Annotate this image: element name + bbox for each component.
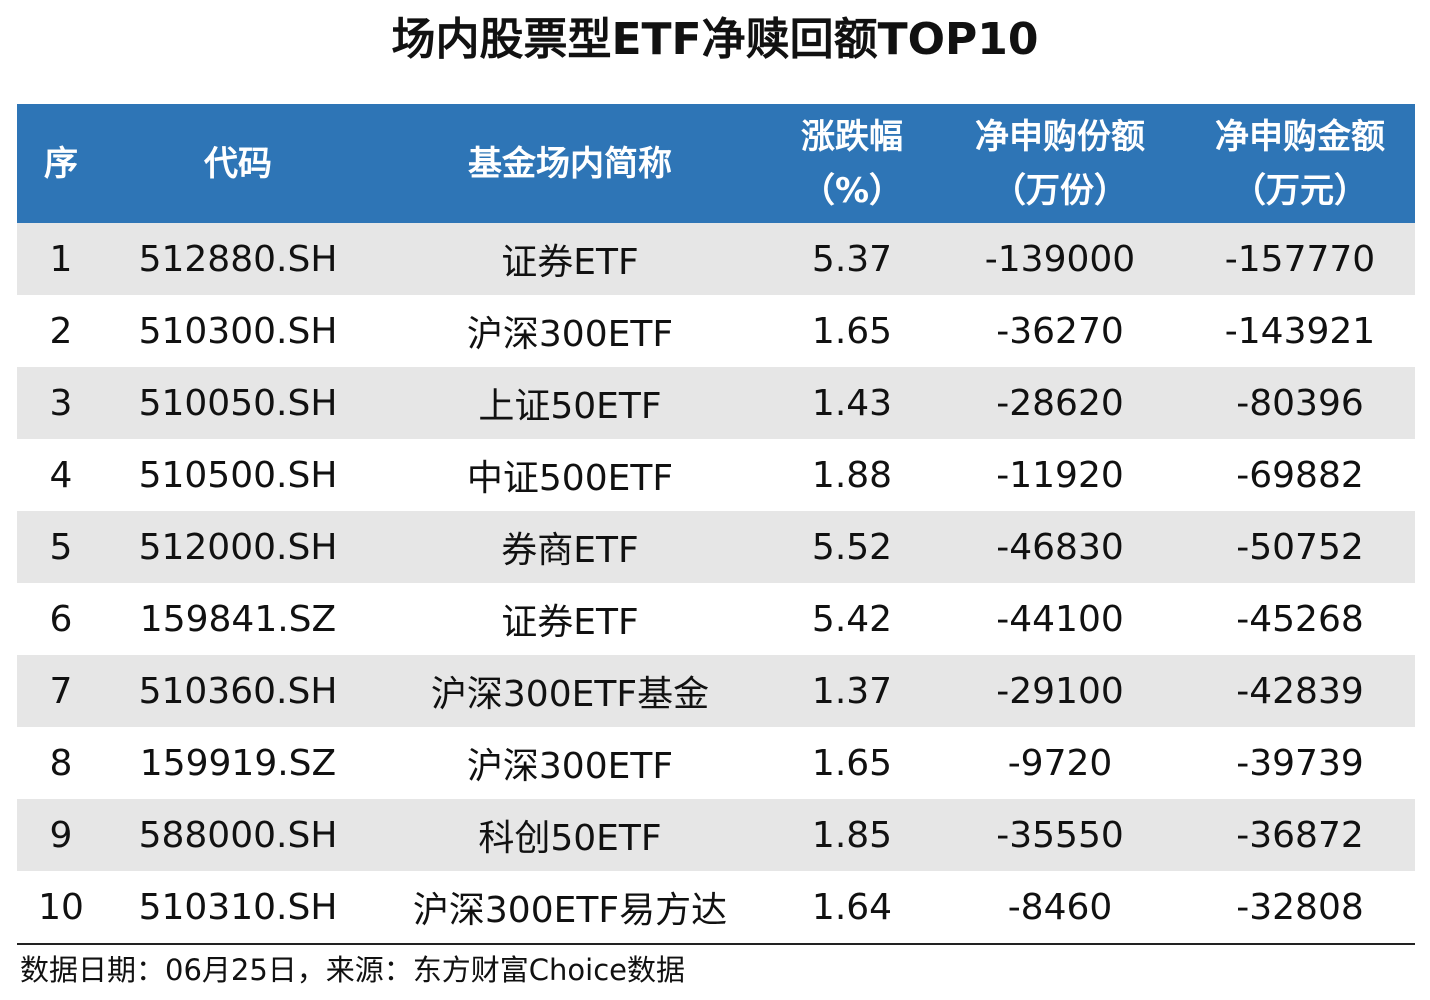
cell-seq: 10	[17, 871, 105, 945]
cell-code: 510360.SH	[105, 655, 371, 727]
header-shares: 净申购份额 （万份）	[935, 104, 1185, 223]
cell-seq: 1	[17, 223, 105, 295]
cell-shares: -46830	[935, 511, 1185, 583]
header-shares-line2: （万份）	[992, 170, 1128, 211]
cell-shares: -35550	[935, 799, 1185, 871]
cell-change: 5.52	[769, 511, 935, 583]
cell-shares: -29100	[935, 655, 1185, 727]
header-shares-line1: 净申购份额	[975, 116, 1145, 157]
cell-seq: 3	[17, 367, 105, 439]
cell-seq: 6	[17, 583, 105, 655]
table-header-row: 序 代码 基金场内简称 涨跌幅 （%） 净申购份额 （万份） 净申购金额 （万元…	[17, 104, 1415, 223]
cell-seq: 9	[17, 799, 105, 871]
cell-name: 中证500ETF	[371, 439, 769, 511]
etf-redemption-table: 序 代码 基金场内简称 涨跌幅 （%） 净申购份额 （万份） 净申购金额 （万元…	[17, 104, 1415, 945]
cell-shares: -139000	[935, 223, 1185, 295]
cell-amount: -39739	[1185, 727, 1415, 799]
cell-shares: -44100	[935, 583, 1185, 655]
cell-code: 510310.SH	[105, 871, 371, 945]
header-change-line2: （%）	[800, 170, 904, 211]
cell-amount: -45268	[1185, 583, 1415, 655]
cell-seq: 5	[17, 511, 105, 583]
cell-amount: -157770	[1185, 223, 1415, 295]
cell-shares: -28620	[935, 367, 1185, 439]
cell-change: 5.37	[769, 223, 935, 295]
cell-shares: -36270	[935, 295, 1185, 367]
table-row: 1 512880.SH 证券ETF 5.37 -139000 -157770	[17, 223, 1415, 295]
cell-shares: -9720	[935, 727, 1185, 799]
cell-name: 券商ETF	[371, 511, 769, 583]
cell-name: 上证50ETF	[371, 367, 769, 439]
header-name: 基金场内简称	[371, 104, 769, 223]
header-code: 代码	[105, 104, 371, 223]
cell-name: 沪深300ETF易方达	[371, 871, 769, 945]
cell-seq: 8	[17, 727, 105, 799]
cell-code: 159841.SZ	[105, 583, 371, 655]
cell-change: 1.88	[769, 439, 935, 511]
cell-code: 510500.SH	[105, 439, 371, 511]
cell-name: 沪深300ETF基金	[371, 655, 769, 727]
header-amount: 净申购金额 （万元）	[1185, 104, 1415, 223]
cell-change: 1.64	[769, 871, 935, 945]
cell-shares: -11920	[935, 439, 1185, 511]
table-row: 6 159841.SZ 证券ETF 5.42 -44100 -45268	[17, 583, 1415, 655]
cell-amount: -143921	[1185, 295, 1415, 367]
cell-amount: -42839	[1185, 655, 1415, 727]
header-seq: 序	[17, 104, 105, 223]
table-row: 8 159919.SZ 沪深300ETF 1.65 -9720 -39739	[17, 727, 1415, 799]
cell-name: 沪深300ETF	[371, 727, 769, 799]
cell-code: 512880.SH	[105, 223, 371, 295]
header-amount-line2: （万元）	[1232, 170, 1368, 211]
cell-amount: -69882	[1185, 439, 1415, 511]
table-row: 7 510360.SH 沪深300ETF基金 1.37 -29100 -4283…	[17, 655, 1415, 727]
source-note: 数据日期：06月25日，来源：东方财富Choice数据	[20, 953, 686, 987]
cell-code: 510300.SH	[105, 295, 371, 367]
cell-seq: 2	[17, 295, 105, 367]
cell-code: 512000.SH	[105, 511, 371, 583]
cell-shares: -8460	[935, 871, 1185, 945]
table-row: 3 510050.SH 上证50ETF 1.43 -28620 -80396	[17, 367, 1415, 439]
cell-amount: -32808	[1185, 871, 1415, 945]
cell-seq: 4	[17, 439, 105, 511]
cell-name: 沪深300ETF	[371, 295, 769, 367]
cell-code: 159919.SZ	[105, 727, 371, 799]
header-change-line1: 涨跌幅	[801, 116, 903, 157]
cell-change: 1.65	[769, 295, 935, 367]
cell-change: 5.42	[769, 583, 935, 655]
header-change: 涨跌幅 （%）	[769, 104, 935, 223]
header-amount-line1: 净申购金额	[1215, 116, 1385, 157]
cell-change: 1.65	[769, 727, 935, 799]
cell-name: 科创50ETF	[371, 799, 769, 871]
table-row: 2 510300.SH 沪深300ETF 1.65 -36270 -143921	[17, 295, 1415, 367]
table-row: 10 510310.SH 沪深300ETF易方达 1.64 -8460 -328…	[17, 871, 1415, 945]
cell-amount: -50752	[1185, 511, 1415, 583]
cell-amount: -80396	[1185, 367, 1415, 439]
cell-change: 1.85	[769, 799, 935, 871]
table-row: 4 510500.SH 中证500ETF 1.88 -11920 -69882	[17, 439, 1415, 511]
cell-code: 588000.SH	[105, 799, 371, 871]
cell-name: 证券ETF	[371, 583, 769, 655]
page-title: 场内股票型ETF净赎回额TOP10	[391, 14, 1039, 65]
cell-change: 1.37	[769, 655, 935, 727]
table-row: 5 512000.SH 券商ETF 5.52 -46830 -50752	[17, 511, 1415, 583]
cell-change: 1.43	[769, 367, 935, 439]
cell-amount: -36872	[1185, 799, 1415, 871]
cell-seq: 7	[17, 655, 105, 727]
cell-code: 510050.SH	[105, 367, 371, 439]
cell-name: 证券ETF	[371, 223, 769, 295]
table-row: 9 588000.SH 科创50ETF 1.85 -35550 -36872	[17, 799, 1415, 871]
